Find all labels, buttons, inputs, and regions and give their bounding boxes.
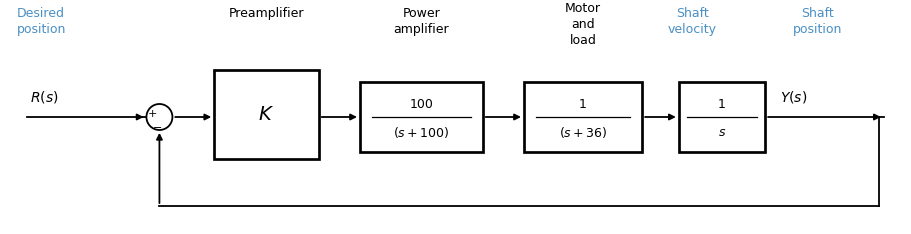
- Bar: [679, 82, 765, 152]
- Bar: [214, 70, 319, 159]
- Text: $(s + 100)$: $(s + 100)$: [394, 125, 449, 140]
- Text: $R(s)$: $R(s)$: [30, 89, 58, 105]
- Text: +: +: [148, 110, 157, 119]
- Text: 100: 100: [409, 98, 434, 111]
- Bar: [360, 82, 483, 152]
- Text: $Y(s)$: $Y(s)$: [780, 89, 807, 105]
- Text: Preamplifier: Preamplifier: [229, 7, 304, 20]
- Text: 1: 1: [718, 98, 726, 111]
- Text: $s$: $s$: [718, 126, 726, 139]
- Text: Shaft
velocity: Shaft velocity: [668, 7, 717, 36]
- Text: Shaft
position: Shaft position: [793, 7, 842, 36]
- Text: $(s + 36)$: $(s + 36)$: [558, 125, 608, 140]
- Text: 1: 1: [579, 98, 587, 111]
- Text: Motor
and
load: Motor and load: [565, 2, 601, 47]
- Text: Desired
position: Desired position: [16, 7, 66, 36]
- Bar: [524, 82, 642, 152]
- Text: $K$: $K$: [259, 105, 274, 124]
- Text: Power
amplifier: Power amplifier: [394, 7, 449, 36]
- Text: −: −: [153, 123, 162, 133]
